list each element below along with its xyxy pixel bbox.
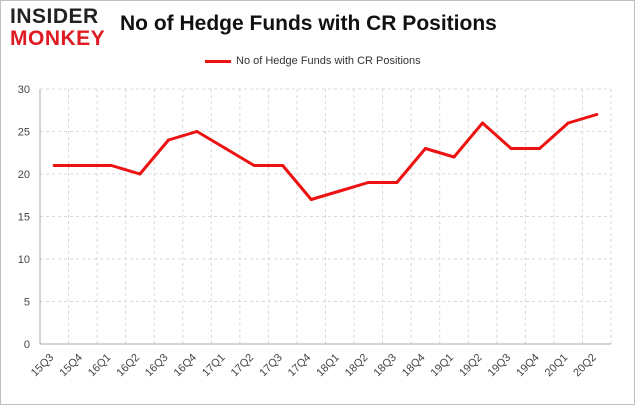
x-tick-label: 16Q3 (143, 352, 171, 380)
data-point (109, 164, 113, 167)
x-tick-label: 19Q2 (457, 352, 485, 380)
data-point (195, 130, 199, 133)
x-tick-label: 15Q3 (29, 352, 57, 380)
x-tick-label: 17Q3 (257, 352, 285, 380)
insider-monkey-logo: INSIDER MONKEY (10, 6, 105, 50)
chart-title: No of Hedge Funds with CR Positions (120, 12, 497, 35)
data-point (481, 121, 485, 125)
data-point (595, 113, 599, 116)
data-point (338, 189, 342, 193)
y-tick-label: 10 (18, 254, 30, 266)
data-point (366, 181, 370, 184)
x-tick-label: 16Q2 (115, 352, 143, 380)
legend-swatch (205, 59, 231, 63)
x-tick-label: 19Q3 (486, 352, 514, 380)
x-tick-label: 15Q4 (57, 352, 85, 380)
x-tick-label: 18Q1 (314, 352, 342, 380)
data-point (566, 121, 570, 125)
data-point (281, 164, 285, 167)
x-tick-label: 17Q4 (286, 352, 314, 380)
logo-line-1: INSIDER (10, 5, 99, 28)
x-tick-label: 20Q2 (571, 352, 599, 380)
data-point (395, 181, 399, 184)
data-point (538, 147, 542, 150)
x-tick-label: 18Q3 (371, 352, 399, 380)
x-axis-ticks: 15Q3 15Q4 16Q1 16Q2 16Q3 16Q4 17Q1 17Q2 17Q3 17Q4… (29, 352, 599, 380)
x-tick-label: 20Q1 (543, 352, 571, 380)
legend-label: No of Hedge Funds with CR Positions (236, 55, 421, 67)
y-tick-label: 5 (24, 297, 30, 309)
data-point (509, 147, 513, 150)
y-axis-ticks: 0 5 10 15 20 25 30 (18, 84, 30, 351)
data-point (138, 172, 142, 176)
y-tick-label: 20 (18, 169, 30, 181)
series-line (52, 113, 599, 201)
data-point (452, 155, 456, 159)
x-tick-label: 18Q4 (400, 352, 428, 380)
data-point (224, 147, 228, 150)
x-tick-label: 19Q1 (429, 352, 457, 380)
data-point (423, 147, 427, 150)
data-point (166, 138, 170, 142)
logo-line-2: MONKEY (10, 27, 106, 50)
data-point (52, 164, 56, 167)
x-tick-label: 16Q1 (86, 352, 114, 380)
data-point (81, 164, 85, 167)
x-tick-label: 19Q4 (514, 352, 542, 380)
x-tick-label: 18Q2 (343, 352, 371, 380)
y-tick-label: 25 (18, 127, 30, 139)
x-tick-label: 16Q4 (172, 352, 200, 380)
data-point (252, 164, 256, 167)
y-tick-label: 15 (18, 212, 30, 224)
x-tick-label: 17Q1 (200, 352, 228, 380)
data-point (309, 198, 313, 201)
x-tick-label: 17Q2 (229, 352, 257, 380)
series-layer (52, 113, 599, 201)
chart-legend: No of Hedge Funds with CR Positions (205, 55, 421, 67)
y-tick-label: 30 (18, 84, 30, 96)
grid-lines (39, 88, 612, 345)
y-tick-label: 0 (24, 339, 30, 351)
